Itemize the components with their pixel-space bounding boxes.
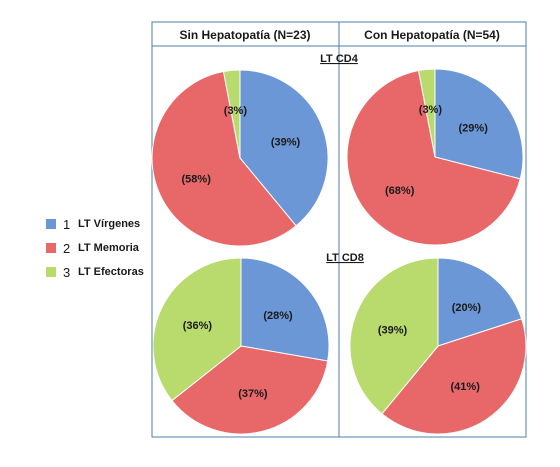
pie-slice-label-lt-memoria: (37%)	[238, 388, 268, 400]
pie-lt-cd8-con-hepatopatia: (20%) (41%) (39%)	[349, 257, 527, 435]
pie-slice-lt-virgenes	[434, 68, 524, 180]
legend-label-efectoras: LT Efectoras	[78, 266, 144, 278]
pies-group: (39%) (58%) (3%) (29%) (68%) (3%) (28%) (37%) (3…	[151, 68, 527, 435]
pie-slice-label-lt-efectoras: (3%)	[419, 104, 443, 116]
legend-swatch-virgenes	[46, 219, 56, 229]
legend-item-efectoras: 3 LT Efectoras	[46, 260, 156, 284]
legend-number-virgenes: 1	[63, 216, 71, 232]
pie-slice-label-lt-memoria: (41%)	[451, 381, 481, 393]
legend-item-memoria: 2 LT Memoria	[46, 236, 156, 260]
legend-number-efectoras: 3	[63, 264, 71, 280]
pie-slice-lt-virgenes	[240, 257, 330, 362]
pie-slice-lt-efectoras	[152, 257, 242, 402]
pie-slice-label-lt-memoria: (58%)	[182, 174, 212, 186]
legend-swatch-efectoras	[46, 267, 56, 277]
pie-slice-label-lt-efectoras: (3%)	[224, 105, 248, 117]
pie-slice-lt-efectoras	[349, 257, 439, 415]
pie-slice-lt-virgenes	[437, 257, 523, 347]
pie-slice-lt-efectoras	[417, 68, 436, 158]
legend-number-memoria: 2	[63, 240, 71, 256]
pie-slice-label-lt-efectoras: (36%)	[183, 320, 213, 332]
row-title-lt-cd8: LT CD8	[326, 252, 364, 264]
pie-slice-label-lt-virgenes: (20%)	[452, 302, 482, 314]
pie-slice-lt-memoria	[171, 345, 329, 435]
column-header-sin-hepatopatia: Sin Hepatopatía (N=23)	[179, 28, 310, 42]
pie-slice-label-lt-virgenes: (29%)	[459, 122, 489, 134]
pie-slice-label-lt-efectoras: (39%)	[378, 325, 408, 337]
legend-swatch-memoria	[46, 243, 56, 253]
pie-lt-cd4-con-hepatopatia: (29%) (68%) (3%)	[346, 68, 524, 246]
pie-slice-lt-memoria	[346, 69, 521, 246]
pie-slice-label-lt-virgenes: (39%)	[271, 137, 301, 149]
pie-slice-lt-virgenes	[239, 69, 329, 227]
row-title-lt-cd4: LT CD4	[320, 53, 359, 65]
legend: 1 LT Vírgenes 2 LT Memoria 3 LT Efectora…	[46, 212, 156, 284]
pie-slice-label-lt-memoria: (68%)	[385, 185, 415, 197]
legend-label-memoria: LT Memoria	[78, 242, 139, 254]
pie-slice-lt-memoria	[381, 318, 527, 435]
pie-slice-lt-memoria	[151, 70, 297, 247]
column-header-con-hepatopatia: Con Hepatopatía (N=54)	[364, 28, 500, 42]
chart-frame	[151, 21, 527, 438]
legend-label-virgenes: LT Vírgenes	[78, 218, 141, 230]
pie-slice-label-lt-virgenes: (28%)	[263, 310, 293, 322]
pie-lt-cd4-sin-hepatopatia: (39%) (58%) (3%)	[151, 69, 329, 247]
pie-lt-cd8-sin-hepatopatia: (28%) (37%) (36%)	[152, 257, 330, 435]
pie-slice-lt-efectoras	[222, 69, 241, 159]
legend-item-virgenes: 1 LT Vírgenes	[46, 212, 156, 236]
